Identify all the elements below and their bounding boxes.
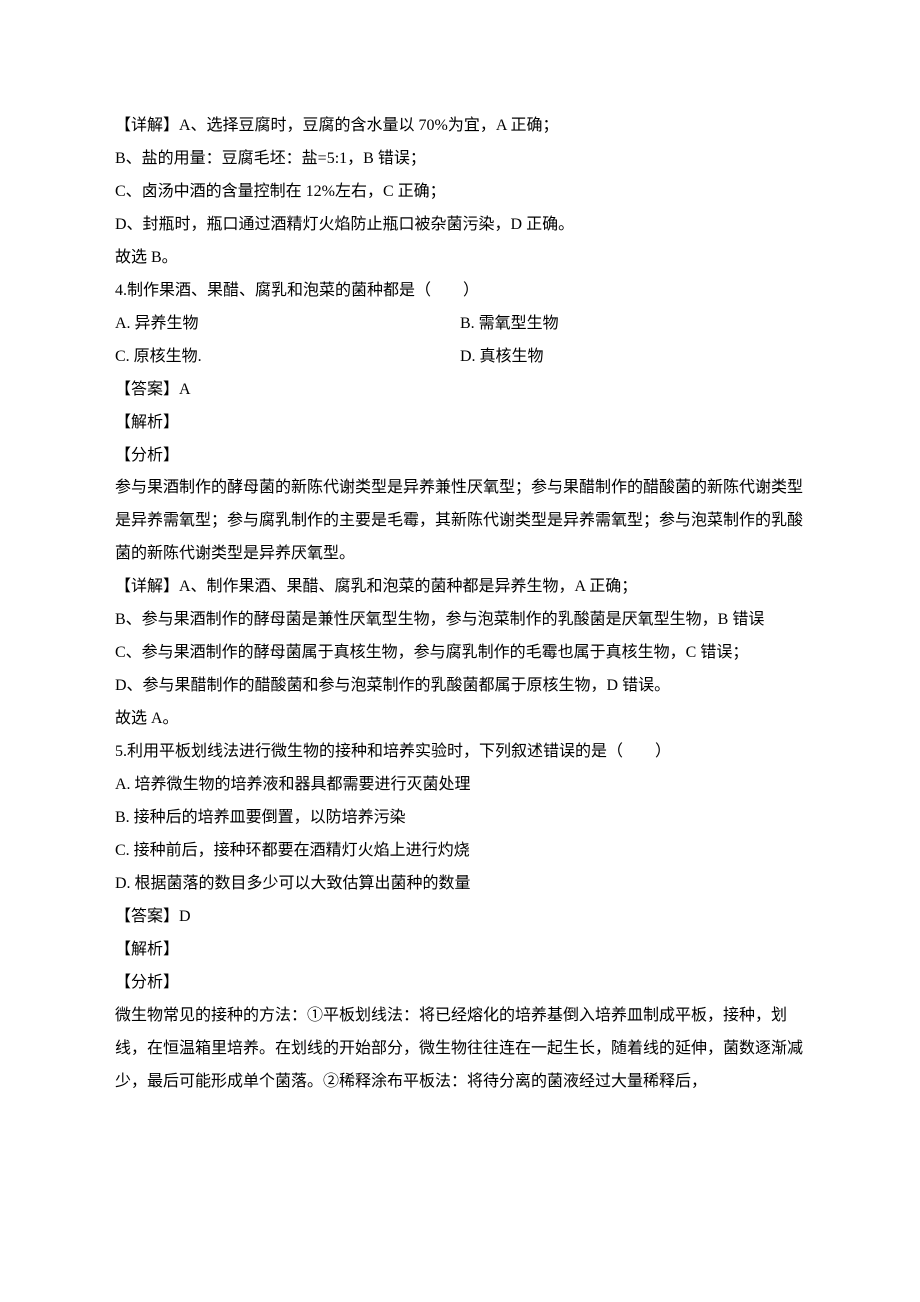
q4-jiexi: 【解析】 [115, 407, 805, 440]
q5-stem: 5.利用平板划线法进行微生物的接种和培养实验时，下列叙述错误的是（ ） [115, 736, 805, 769]
q4-option-c: C. 原核生物. [115, 341, 460, 374]
q4-option-b: B. 需氧型生物 [460, 308, 805, 341]
q5-option-a: A. 培养微生物的培养液和器具都需要进行灭菌处理 [115, 769, 805, 802]
q4-option-d: D. 真核生物 [460, 341, 805, 374]
q4-detail-c: C、参与果酒制作的酵母菌属于真核生物，参与腐乳制作的毛霉也属于真核生物，C 错误… [115, 637, 805, 670]
q4-detail-b: B、参与果酒制作的酵母菌是兼性厌氧型生物，参与泡菜制作的乳酸菌是厌氧型生物，B … [115, 604, 805, 637]
q5-option-c: C. 接种前后，接种环都要在酒精灯火焰上进行灼烧 [115, 835, 805, 868]
q3-choice: 故选 B。 [115, 242, 805, 275]
q4-choice: 故选 A。 [115, 703, 805, 736]
q4-options-row1: A. 异养生物 B. 需氧型生物 [115, 308, 805, 341]
q5-option-d: D. 根据菌落的数目多少可以大致估算出菌种的数量 [115, 868, 805, 901]
q3-detail-a: 【详解】A、选择豆腐时，豆腐的含水量以 70%为宜，A 正确； [115, 110, 805, 143]
q5-analysis: 微生物常见的接种的方法：①平板划线法：将已经熔化的培养基倒入培养皿制成平板，接种… [115, 1000, 805, 1099]
q3-detail-b: B、盐的用量：豆腐毛坯：盐=5:1，B 错误； [115, 143, 805, 176]
q4-detail-d: D、参与果醋制作的醋酸菌和参与泡菜制作的乳酸菌都属于原核生物，D 错误。 [115, 670, 805, 703]
q5-option-b: B. 接种后的培养皿要倒置，以防培养污染 [115, 802, 805, 835]
q4-analysis: 参与果酒制作的酵母菌的新陈代谢类型是异养兼性厌氧型；参与果醋制作的醋酸菌的新陈代… [115, 472, 805, 571]
q5-jiexi: 【解析】 [115, 934, 805, 967]
q4-stem: 4.制作果酒、果醋、腐乳和泡菜的菌种都是（ ） [115, 275, 805, 308]
q4-fenxi: 【分析】 [115, 440, 805, 473]
q4-options-row2: C. 原核生物. D. 真核生物 [115, 341, 805, 374]
q5-fenxi: 【分析】 [115, 967, 805, 1000]
q3-detail-d: D、封瓶时，瓶口通过酒精灯火焰防止瓶口被杂菌污染，D 正确。 [115, 209, 805, 242]
q5-answer: 【答案】D [115, 901, 805, 934]
q3-detail-c: C、卤汤中酒的含量控制在 12%左右，C 正确； [115, 176, 805, 209]
document-page: 【详解】A、选择豆腐时，豆腐的含水量以 70%为宜，A 正确； B、盐的用量：豆… [0, 0, 920, 1302]
q4-detail-a: 【详解】A、制作果酒、果醋、腐乳和泡菜的菌种都是异养生物，A 正确； [115, 571, 805, 604]
q4-answer: 【答案】A [115, 374, 805, 407]
q4-option-a: A. 异养生物 [115, 308, 460, 341]
